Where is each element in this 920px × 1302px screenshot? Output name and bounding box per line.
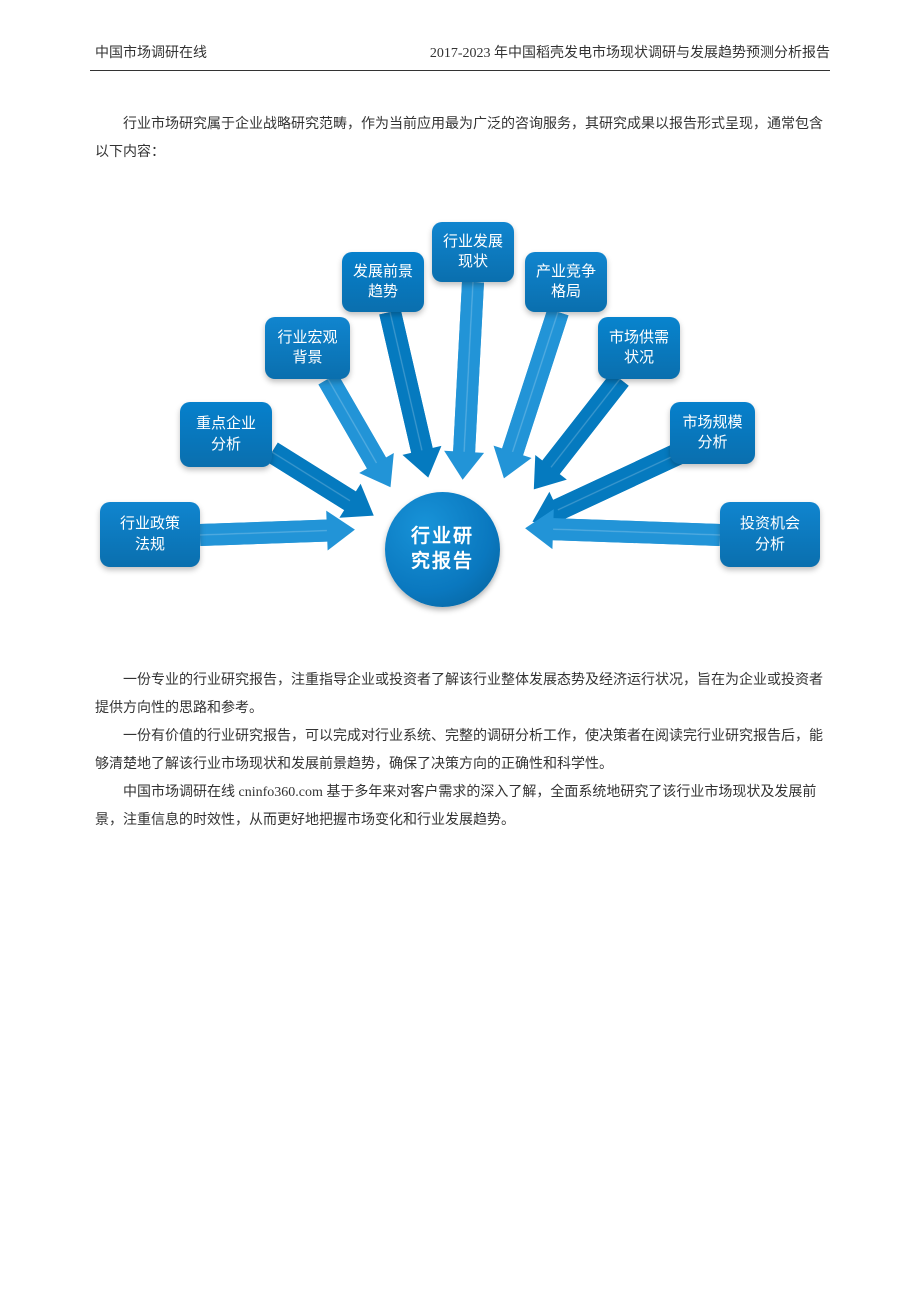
page-header: 中国市场调研在线 2017-2023 年中国稻壳发电市场现状调研与发展趋势预测分… (90, 0, 830, 71)
diagram-center: 行业研究报告 (385, 492, 500, 607)
diagram-node: 投资机会分析 (720, 502, 820, 567)
diagram-node: 发展前景趋势 (342, 252, 424, 312)
diagram-node: 市场供需状况 (598, 317, 680, 379)
diagram-node: 行业发展现状 (432, 222, 514, 282)
body-paragraph: 中国市场调研在线 cninfo360.com 基于多年来对客户需求的深入了解，全… (95, 779, 825, 835)
intro-block: 行业市场研究属于企业战略研究范畴，作为当前应用最为广泛的咨询服务，其研究成果以报… (0, 71, 920, 167)
diagram-node: 重点企业分析 (180, 402, 272, 467)
diagram-node: 产业竞争格局 (525, 252, 607, 312)
body-text-block: 一份专业的行业研究报告，注重指导企业或投资者了解该行业整体发展态势及经济运行状况… (0, 627, 920, 835)
diagram-node: 行业政策法规 (100, 502, 200, 567)
header-title: 2017-2023 年中国稻壳发电市场现状调研与发展趋势预测分析报告 (430, 42, 830, 62)
diagram-node: 行业宏观背景 (265, 317, 350, 379)
header-source: 中国市场调研在线 (95, 42, 207, 62)
body-paragraph: 一份专业的行业研究报告，注重指导企业或投资者了解该行业整体发展态势及经济运行状况… (95, 667, 825, 723)
diagram-node: 市场规模分析 (670, 402, 755, 464)
body-paragraph: 一份有价值的行业研究报告，可以完成对行业系统、完整的调研分析工作，使决策者在阅读… (95, 723, 825, 779)
radial-diagram: 行业政策法规 重点企业分析 行业宏观背景发展前景趋势行业发展现状产业竞争格局市场供需… (80, 197, 840, 627)
intro-paragraph: 行业市场研究属于企业战略研究范畴，作为当前应用最为广泛的咨询服务，其研究成果以报… (95, 111, 825, 167)
